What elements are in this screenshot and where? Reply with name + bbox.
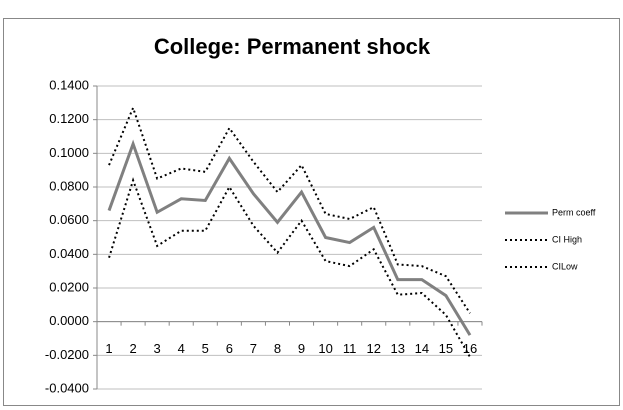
x-tick-label: 3 [154, 341, 161, 356]
x-tick-label: 8 [274, 341, 281, 356]
y-tick-label: 0.1000 [49, 145, 89, 160]
y-tick-label: 0.0800 [49, 178, 89, 193]
x-tick-label: 13 [391, 341, 405, 356]
x-tick-label: 1 [105, 341, 112, 356]
chart-title: College: Permanent shock [154, 34, 431, 59]
x-tick-label: 2 [129, 341, 136, 356]
series-line [107, 139, 472, 336]
x-tick-label: 16 [463, 341, 477, 356]
x-tick-label: 10 [318, 341, 332, 356]
y-tick-label: 0.0200 [49, 279, 89, 294]
y-tick-label: -0.0200 [45, 347, 89, 362]
x-tick-label: 4 [178, 341, 185, 356]
legend-label: CI High [552, 234, 582, 244]
y-tick-label: 0.0000 [49, 313, 89, 328]
x-tick-label: 12 [366, 341, 380, 356]
x-tick-label: 9 [298, 341, 305, 356]
series-line [108, 177, 471, 358]
x-tick-label: 15 [439, 341, 453, 356]
x-tick-label: 6 [226, 341, 233, 356]
x-tick-label: 11 [343, 341, 357, 356]
y-tick-label: 0.1200 [49, 111, 89, 126]
x-tick-label: 5 [202, 341, 209, 356]
x-tick-label: 7 [250, 341, 257, 356]
y-tick-label: 0.0600 [49, 212, 89, 227]
y-tick-label: 0.1400 [49, 77, 89, 92]
series-line [108, 105, 471, 314]
legend-label: Perm coeff [552, 207, 596, 217]
y-tick-label: -0.0400 [45, 380, 89, 395]
x-tick-label: 14 [415, 341, 429, 356]
legend-label: CILow [552, 261, 578, 271]
y-tick-label: 0.0400 [49, 246, 89, 261]
